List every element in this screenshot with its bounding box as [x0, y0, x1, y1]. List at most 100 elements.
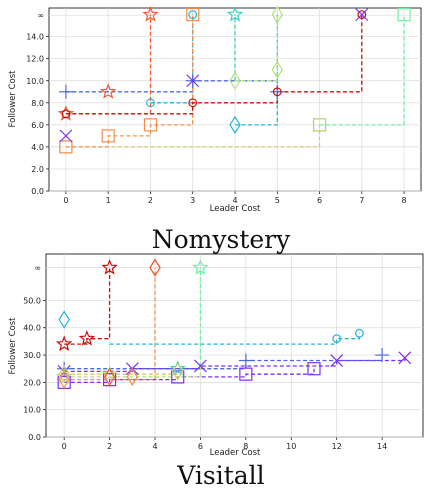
markers: [55, 258, 412, 389]
x-tick-label: 4: [152, 442, 157, 451]
y-tick-label: 50.0: [23, 296, 41, 305]
y-tick-label: 0.0: [31, 187, 44, 196]
y-tick-label-infinity: ∞: [37, 11, 44, 20]
y-tick-label: 6.0: [31, 121, 44, 130]
tick-labels: 0 1 2 3 4 5 6 7 8 0.0 2.0 4.0 6.0 8.0 10.0 12.0 14.0 ∞: [26, 11, 406, 205]
chart-caption: Visitall: [176, 461, 264, 490]
y-tick-label: 14.0: [26, 33, 44, 42]
data-point-diamond: [126, 367, 139, 387]
data-point-star: [101, 365, 118, 382]
y-axis-label: Follower Cost: [8, 317, 18, 375]
frontier-line-6: [65, 124, 321, 148]
frontier-line-4: [319, 14, 405, 126]
data-point-circle: [188, 98, 198, 108]
x-tick-label: 8: [243, 442, 248, 451]
data-point-circle: [272, 87, 282, 97]
frontier-line-9: [65, 14, 363, 115]
data-point-plus: [238, 353, 253, 368]
data-point-square: [312, 118, 327, 132]
x-tick-label: 12: [332, 442, 342, 451]
x-axis-label: Leader Cost: [210, 448, 261, 458]
data-point-x: [398, 351, 412, 365]
data-point-star: [55, 335, 73, 352]
data-point-plus: [270, 84, 285, 99]
data-point-diamond: [271, 60, 283, 79]
x-axis-label: Leader Cost: [210, 204, 261, 214]
x-tick-label: 10: [286, 442, 296, 451]
data-point-square: [101, 129, 115, 143]
plot-frame: [45, 253, 424, 438]
x-tick-label: 7: [359, 196, 364, 205]
data-point-star: [226, 5, 244, 22]
frontier-line-11: [64, 267, 111, 345]
data-point-diamond: [229, 71, 241, 90]
x-tick-label: 8: [402, 196, 407, 205]
x-tick-label: 2: [107, 442, 112, 451]
frontier-line-7: [65, 14, 194, 148]
data-point-square: [239, 367, 253, 381]
frontier-line-7: [64, 366, 202, 378]
y-tick-label: 10.0: [26, 77, 44, 86]
data-point-diamond: [103, 367, 116, 387]
data-point-circle: [357, 10, 367, 20]
y-tick-label: 8.0: [31, 99, 44, 108]
chart-caption: Nomystery: [152, 225, 291, 254]
y-tick-label: 0.0: [28, 433, 41, 442]
data-point-plus: [58, 84, 73, 99]
data-point-circle: [188, 10, 198, 20]
x-tick-label: 0: [62, 442, 67, 451]
data-point-diamond: [58, 310, 70, 329]
y-tick-label: 2.0: [31, 165, 44, 174]
x-tick-label: 3: [190, 196, 195, 205]
data-point-x: [59, 129, 73, 143]
data-point-square: [171, 370, 185, 384]
y-tick-label: 30.0: [23, 351, 41, 360]
data-point-square: [307, 362, 321, 376]
data-point-star: [57, 105, 75, 121]
data-point-x: [355, 8, 369, 22]
tick-labels: 0 2 4 6 8 10 12 14 0.0 10.0 20.0 30.0 40.0 50.0 ∞: [23, 264, 387, 451]
x-tick-label: 14: [377, 442, 387, 451]
data-point-circle: [61, 109, 71, 119]
markers: [57, 5, 411, 154]
data-point-diamond: [229, 115, 241, 134]
data-point-star: [192, 259, 209, 275]
data-point-diamond: [58, 370, 70, 389]
data-point-circle: [355, 328, 364, 338]
x-tick-label: 6: [317, 196, 322, 205]
x-tick-label: 0: [63, 196, 68, 205]
y-tick-label-infinity: ∞: [34, 264, 41, 273]
data-point-diamond: [172, 362, 184, 381]
data-point-star: [169, 360, 187, 376]
data-point-square: [186, 8, 200, 22]
visitall-panel: 0 2 4 6 8 10 12 14 0.0 10.0 20.0 30.0 40.0 50.0 ∞ Lead…: [8, 253, 424, 490]
data-point-star: [142, 5, 159, 22]
data-point-square: [397, 8, 411, 22]
x-tick-label: 6: [198, 442, 203, 451]
x-tick-label: 5: [275, 196, 280, 205]
y-tick-label: 10.0: [23, 406, 41, 415]
x-tick-label: 1: [106, 196, 111, 205]
data-point-diamond: [58, 365, 70, 384]
y-tick-label: 12.0: [26, 55, 44, 64]
x-tick-label: 2: [148, 196, 153, 205]
y-tick-label: 4.0: [31, 143, 44, 152]
x-tick-label: 4: [232, 196, 237, 205]
y-tick-label: 20.0: [23, 378, 41, 387]
frontier-line-9: [64, 267, 156, 381]
data-point-circle: [332, 334, 342, 344]
data-point-square: [59, 140, 73, 154]
data-point-x: [330, 354, 344, 367]
data-point-square: [143, 118, 158, 132]
data-point-star: [78, 330, 96, 346]
y-tick-label: 40.0: [23, 324, 41, 333]
frontier-line-2: [235, 14, 278, 126]
data-point-circle: [146, 98, 155, 108]
data-point-x: [194, 359, 207, 373]
data-point-star: [101, 259, 118, 275]
nomystery-panel: 0 1 2 3 4 5 6 7 8 0.0 2.0 4.0 6.0 8.0 10.0 12.0 14.0 ∞ Le…: [8, 5, 422, 254]
frontier-line-5: [235, 14, 278, 82]
data-point-plus: [375, 348, 390, 363]
data-point-diamond: [149, 258, 161, 277]
